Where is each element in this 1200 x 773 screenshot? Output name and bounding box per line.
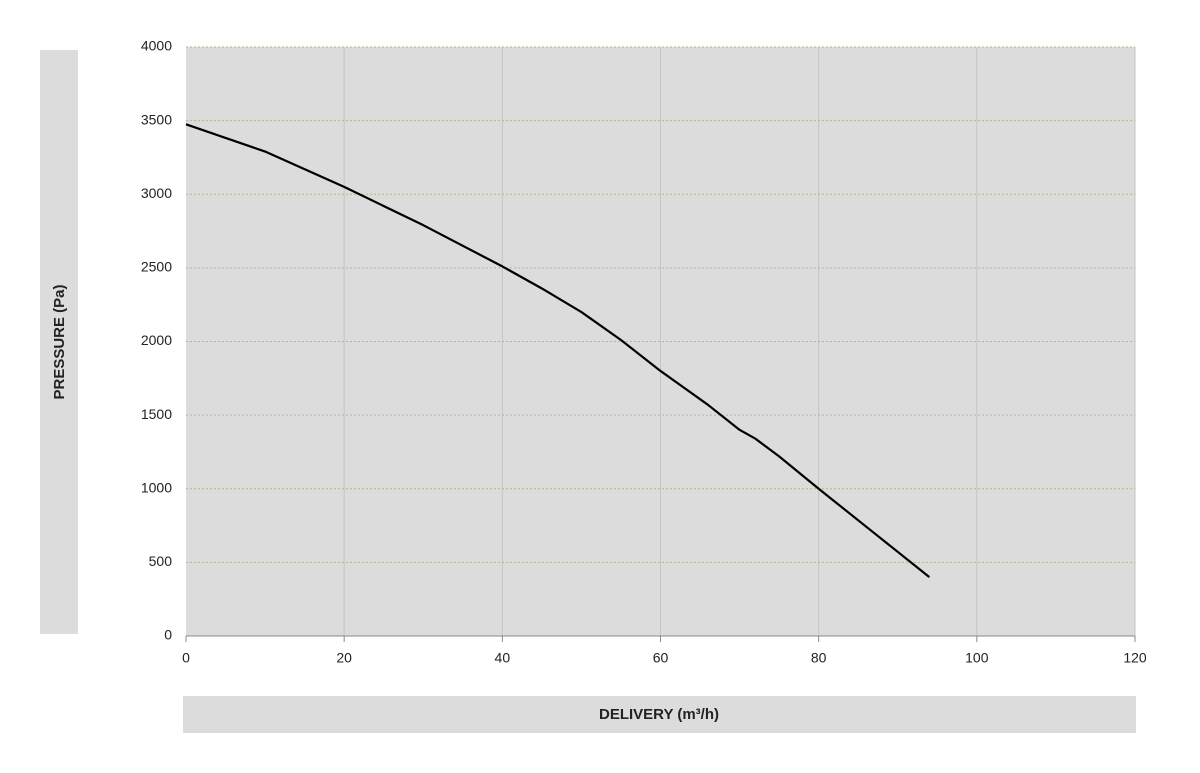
y-tick-label: 3500 <box>141 111 172 127</box>
y-tick-label: 500 <box>149 553 173 569</box>
y-tick-label: 4000 <box>141 38 172 54</box>
y-label-box <box>40 50 78 634</box>
x-tick-label: 60 <box>653 650 669 666</box>
x-tick-label: 80 <box>811 650 827 666</box>
x-tick-label: 120 <box>1123 650 1147 666</box>
curve <box>185 123 931 578</box>
x-axis-label: DELIVERY (m³/h) <box>599 706 719 723</box>
y-tick-label: 0 <box>164 627 172 643</box>
x-tick-label: 20 <box>336 650 352 666</box>
x-tick-label: 40 <box>495 650 511 666</box>
y-tick-label: 2000 <box>141 332 172 348</box>
y-tick-label: 1000 <box>141 479 172 495</box>
y-axis-label: PRESSURE (Pa) <box>51 284 68 399</box>
x-tick-label: 0 <box>182 650 190 666</box>
x-label-box <box>183 696 1136 733</box>
y-tick-label: 3000 <box>141 185 172 201</box>
x-tick-label: 100 <box>965 650 989 666</box>
y-tick-label: 2500 <box>141 259 172 275</box>
y-tick-label: 1500 <box>141 406 172 422</box>
